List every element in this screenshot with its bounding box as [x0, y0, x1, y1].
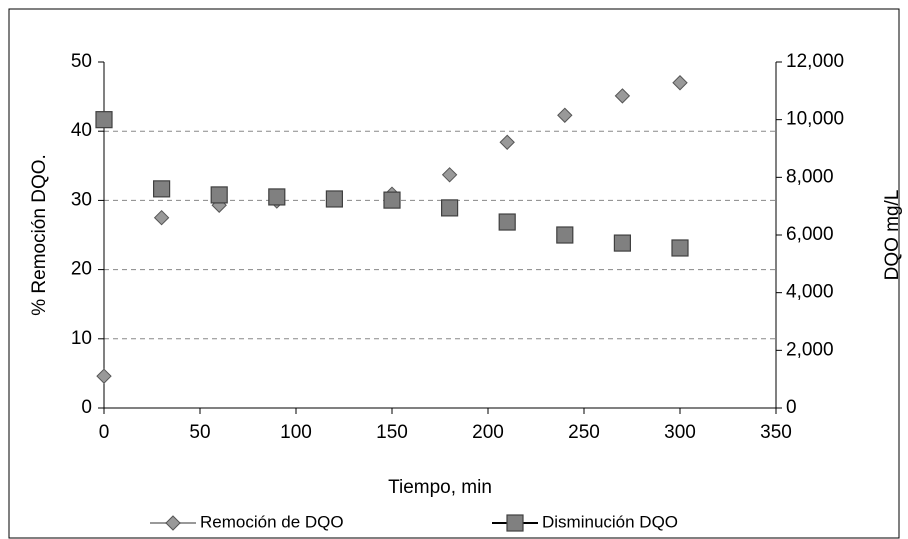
y-tick-label: 50	[71, 51, 92, 72]
square-marker	[325, 190, 343, 208]
legend-marker	[165, 515, 181, 531]
y-tick-label: 10	[71, 328, 92, 349]
legend-marker	[506, 514, 524, 532]
x-tick-label: 0	[99, 422, 110, 443]
y2-tick-label: 10,000	[786, 109, 844, 130]
x-tick-label: 350	[760, 422, 792, 443]
legend-label: Disminución DQO	[542, 512, 678, 531]
square-marker	[613, 234, 632, 252]
y2-tick-label: 6,000	[786, 224, 834, 245]
x-tick-label: 150	[376, 422, 408, 443]
y2-tick-label: 4,000	[786, 282, 834, 303]
square-marker	[153, 180, 171, 198]
y-axis-title: % Remoción DQO.	[29, 154, 50, 316]
square-marker	[441, 199, 459, 217]
square-marker	[498, 213, 516, 231]
x-tick-label: 300	[664, 422, 696, 443]
square-marker	[383, 191, 401, 209]
y-tick-label: 30	[71, 189, 92, 210]
diamond-marker	[441, 167, 458, 183]
y2-axis-title: DQO mg/L	[882, 190, 903, 281]
square-marker	[95, 111, 113, 129]
diamond-marker	[96, 368, 112, 384]
diamond-marker	[672, 75, 688, 91]
diamond-marker	[153, 209, 170, 226]
square-marker	[671, 239, 689, 257]
legend-label: Remoción de DQO	[200, 512, 344, 531]
diamond-marker	[614, 88, 631, 104]
y2-tick-label: 0	[786, 397, 797, 418]
chart-frame	[8, 8, 900, 539]
x-tick-label: 250	[568, 422, 600, 443]
diamond-marker	[557, 107, 573, 123]
diamond-marker	[499, 134, 515, 150]
y2-tick-label: 8,000	[786, 166, 834, 187]
square-marker	[210, 186, 228, 204]
x-tick-label: 200	[472, 422, 504, 443]
y-tick-label: 0	[81, 397, 92, 418]
square-marker	[556, 226, 574, 244]
y-tick-label: 40	[71, 120, 92, 141]
x-axis-title: Tiempo, min	[388, 477, 492, 498]
x-tick-label: 100	[280, 422, 312, 443]
x-tick-label: 50	[189, 422, 210, 443]
y2-tick-label: 2,000	[786, 339, 834, 360]
y-tick-label: 20	[71, 259, 92, 280]
y2-tick-label: 12,000	[786, 51, 844, 72]
square-marker	[268, 188, 286, 206]
